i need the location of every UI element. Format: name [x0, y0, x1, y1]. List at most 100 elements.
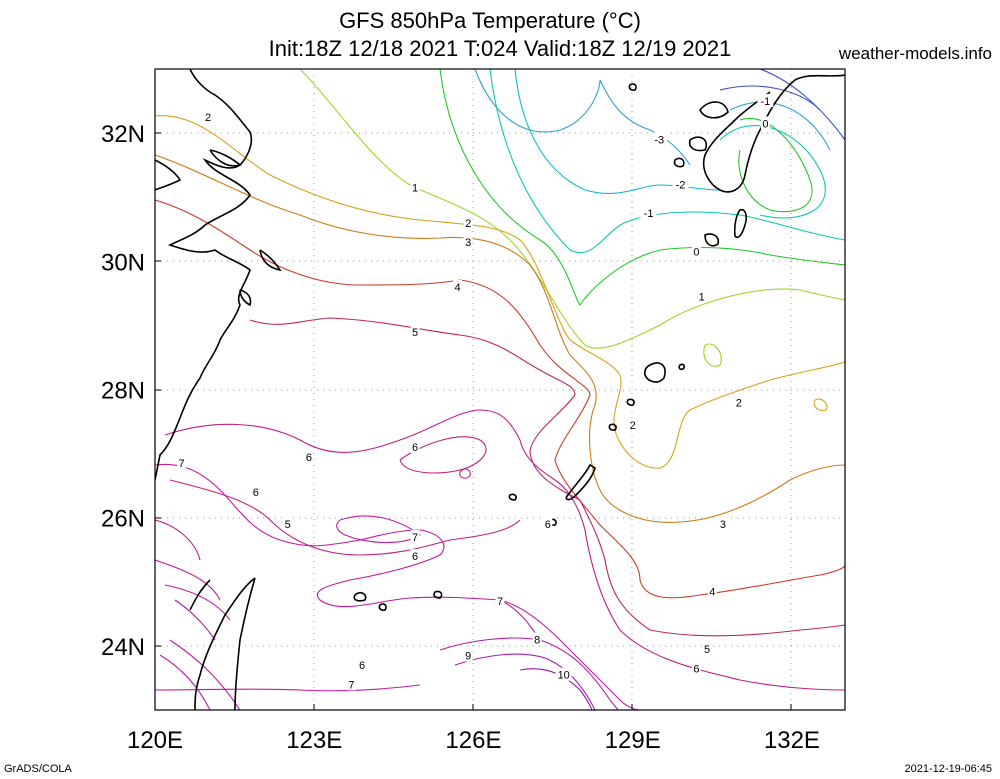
contour-label-background [463, 215, 473, 229]
contour-label: 8 [534, 634, 540, 646]
contour-label-background [707, 584, 717, 598]
contour-line [249, 317, 845, 637]
contour-line [164, 584, 231, 621]
contour-line [719, 85, 821, 111]
contour-label: 2 [465, 218, 471, 230]
contour-line [439, 69, 845, 306]
contour-label: 2 [205, 112, 211, 124]
contour-line [155, 115, 845, 469]
contour-label-background [640, 206, 657, 220]
contour-label-background [453, 279, 463, 293]
lat-tick-label: 26N [101, 506, 145, 533]
contour-label: 7 [348, 679, 354, 691]
generation-timestamp: 2021-12-19-06:45 [904, 763, 992, 775]
contour-label-background [702, 642, 712, 656]
contour-label-background [691, 244, 701, 258]
lat-lon-grid [155, 69, 845, 710]
contour-label: 5 [704, 644, 710, 656]
contour-label: 5 [412, 327, 418, 339]
contour-label: -3 [654, 135, 664, 147]
contour-line [169, 479, 521, 556]
contour-line [719, 125, 826, 219]
contour-label: 6 [359, 660, 365, 672]
contour-label: 1 [699, 292, 705, 304]
contour-line [759, 69, 845, 141]
map-title: GFS 850hPa Temperature (°C) [339, 8, 641, 33]
contour-label-background [177, 456, 187, 470]
contour-line [155, 463, 641, 710]
contour-label: 0 [693, 247, 699, 259]
contour-label-background [495, 594, 505, 608]
lat-tick-label: 30N [101, 249, 145, 276]
contour-label: 2 [736, 397, 742, 409]
contour-label-background [410, 324, 420, 338]
contour-label: 5 [285, 519, 291, 531]
contour-line [738, 117, 813, 213]
contour-line [155, 519, 201, 561]
contour-label-background [543, 517, 553, 531]
contour-line [454, 653, 596, 710]
contour-line [155, 154, 845, 523]
contour-label: -1 [644, 208, 654, 220]
contour-line [813, 398, 828, 411]
contour-label-background [672, 177, 689, 191]
contour-line [299, 69, 845, 349]
lon-tick-label: 126E [445, 727, 501, 754]
contour-label-background [628, 417, 638, 431]
coastline [155, 69, 845, 710]
contour-label-background [691, 661, 701, 675]
contour-line [519, 668, 593, 710]
contour-label: 6 [253, 487, 259, 499]
contour-label: 1 [412, 183, 418, 195]
contour-line [159, 654, 211, 710]
software-credit: GrADS/COLA [4, 763, 72, 775]
site-credit: weather-models.info [838, 44, 992, 63]
contour-line [459, 468, 471, 479]
contour-line [703, 343, 722, 367]
contour-label-background [203, 110, 213, 124]
contour-label-background [357, 658, 367, 672]
contour-line [155, 559, 221, 601]
contour-label: 3 [720, 519, 726, 531]
contour-label: 3 [465, 237, 471, 249]
contour-label-background [718, 517, 728, 531]
contour-line [155, 684, 421, 692]
contour-line [729, 101, 831, 151]
contour-label: -2 [676, 179, 686, 191]
contour-label: 6 [693, 663, 699, 675]
contour-label: 9 [465, 651, 471, 663]
contour-line [474, 69, 691, 166]
contour-label: 0 [762, 118, 768, 130]
contour-label: 6 [412, 442, 418, 454]
contour-label-background [532, 632, 542, 646]
contour-line [399, 436, 487, 474]
contour-label: 7 [178, 458, 184, 470]
contour-label: 2 [630, 420, 636, 432]
contour-label: 6 [412, 551, 418, 563]
lon-tick-label: 123E [286, 727, 342, 754]
map-subtitle: Init:18Z 12/18 2021 T:024 Valid:18Z 12/1… [268, 36, 732, 61]
contour-line [514, 69, 721, 194]
contour-label-background [734, 395, 744, 409]
lon-tick-label: 129E [605, 727, 661, 754]
contour-label-background [304, 449, 314, 463]
contour-label-background [283, 517, 293, 531]
contour-label-background [757, 94, 774, 108]
contour-label-background [251, 485, 261, 499]
contour-label: -1 [760, 96, 770, 108]
contour-label-background [346, 677, 356, 691]
lon-tick-label: 120E [127, 727, 183, 754]
contour-label-background [410, 440, 420, 454]
lat-tick-label: 28N [101, 378, 145, 405]
contour-label-background [760, 116, 770, 130]
contour-label-background [651, 132, 668, 146]
contour-label: 6 [306, 452, 312, 464]
contour-label: 4 [709, 586, 715, 598]
contour-label-background [697, 289, 707, 303]
contour-line [489, 69, 845, 254]
contour-line [169, 639, 241, 710]
contour-label: 7 [497, 596, 503, 608]
contour-label-background [410, 529, 420, 543]
contour-line [174, 599, 216, 641]
